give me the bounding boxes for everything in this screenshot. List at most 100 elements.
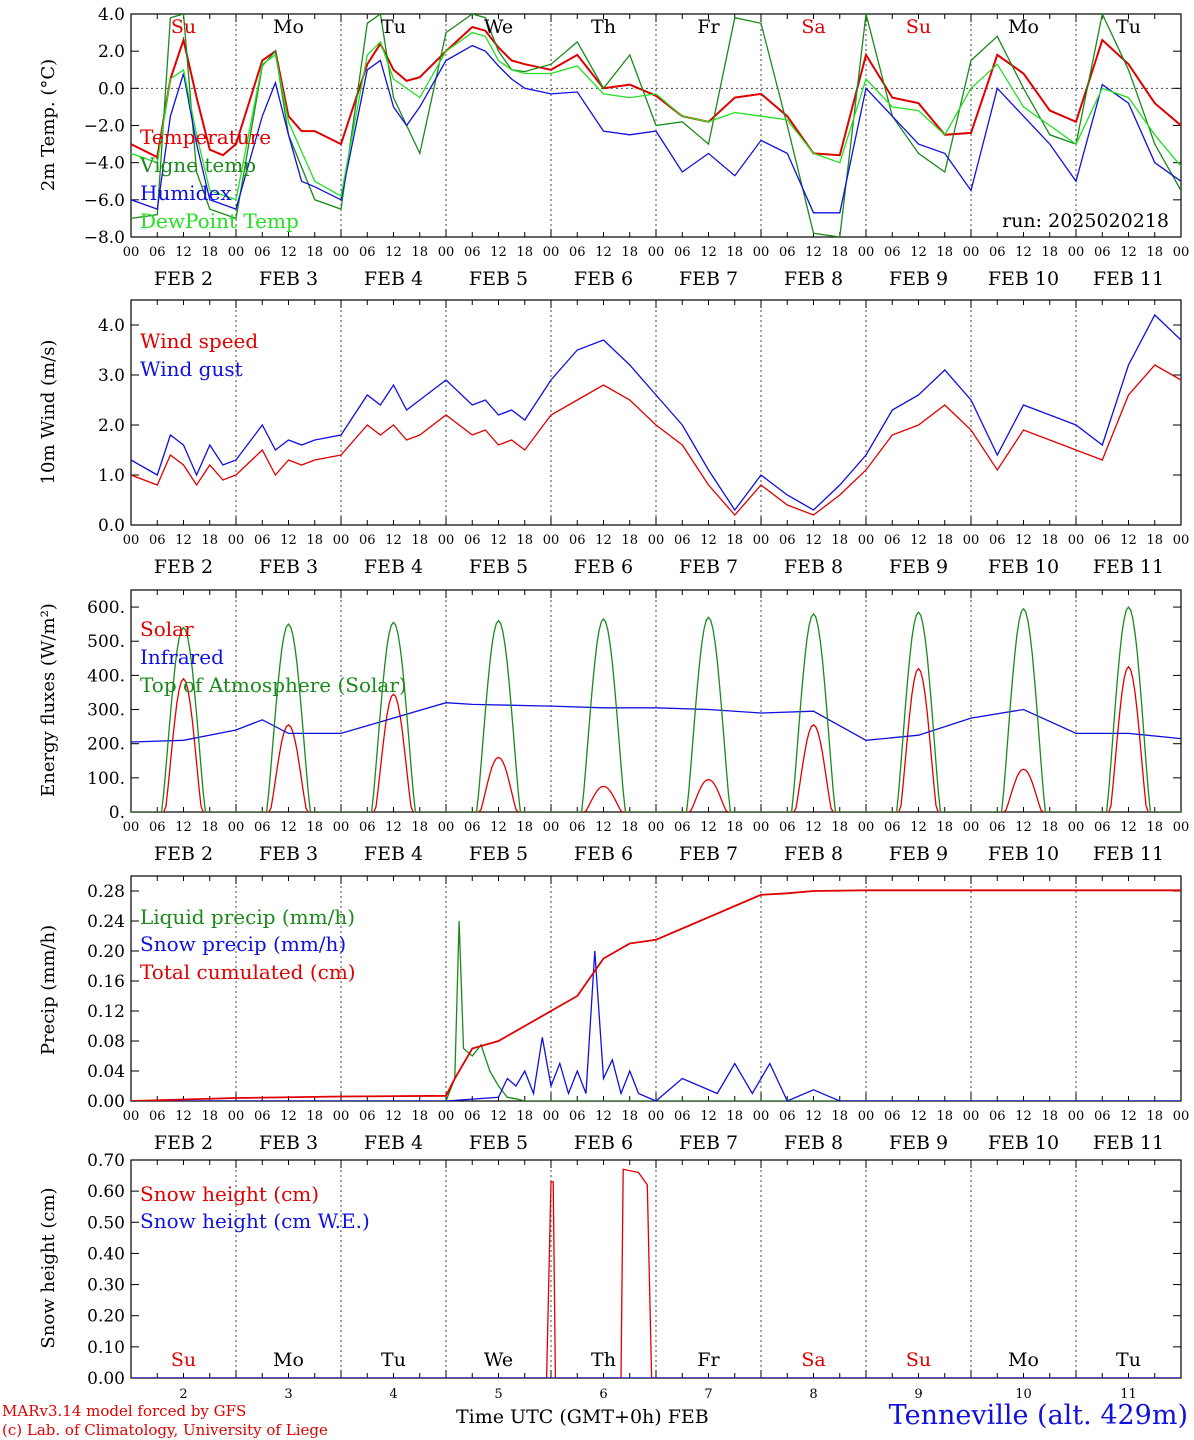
legend-snow-height-cm-: Snow height (cm) (140, 1182, 319, 1206)
panel-3 (130, 589, 1182, 813)
hour-tick-label: 00 (858, 1109, 875, 1124)
hour-tick-label: 06 (1094, 820, 1111, 835)
legend-dewpoint-temp: DewPoint Temp (140, 209, 299, 233)
hour-tick-label: 00 (333, 245, 350, 260)
month-label: FEB (667, 1406, 709, 1428)
hour-tick-label: 06 (674, 245, 691, 260)
panel-4 (130, 875, 1182, 1102)
hour-tick-label: 12 (910, 820, 927, 835)
day-of-week-label: Su (171, 16, 196, 38)
hour-tick-label: 12 (490, 245, 507, 260)
hour-tick-label: 18 (936, 533, 953, 548)
hour-tick-label: 06 (464, 1109, 481, 1124)
date-label: FEB 2 (154, 843, 213, 865)
date-label: FEB 6 (574, 1132, 633, 1154)
hour-tick-label: 00 (753, 245, 770, 260)
y-tick-label: 0.0 (98, 516, 125, 536)
day-of-week-label: Mo (273, 1349, 304, 1371)
day-of-week-label: We (484, 1349, 513, 1371)
day-of-week-label: Sa (801, 16, 825, 38)
date-label: FEB 8 (784, 1132, 843, 1154)
hour-tick-label: 06 (254, 245, 271, 260)
hour-tick-label: 18 (411, 533, 428, 548)
hour-tick-label: 18 (831, 820, 848, 835)
legend-temperature: Temperature (140, 125, 271, 149)
hour-tick-label: 06 (989, 1109, 1006, 1124)
hour-tick-label: 12 (910, 1109, 927, 1124)
legend-solar: Solar (140, 617, 194, 641)
hour-tick-label: 18 (831, 533, 848, 548)
hour-tick-label: 12 (490, 1109, 507, 1124)
day-number-label: 8 (809, 1387, 817, 1402)
hour-tick-label: 18 (831, 1109, 848, 1124)
hour-tick-label: 06 (884, 533, 901, 548)
hour-tick-label: 06 (254, 1109, 271, 1124)
hour-tick-label: 18 (516, 245, 533, 260)
day-number-label: 7 (704, 1387, 712, 1402)
day-of-week-label: Tu (1116, 1349, 1141, 1371)
y-tick-label: 300. (87, 701, 125, 721)
day-of-week-label: Th (591, 1349, 616, 1371)
hour-tick-label: 06 (569, 1109, 586, 1124)
y-tick-label: −4.0 (84, 154, 125, 174)
date-label: FEB 9 (889, 268, 948, 290)
day-number-label: 10 (1015, 1387, 1032, 1402)
hour-tick-label: 18 (726, 1109, 743, 1124)
hour-tick-label: 00 (1173, 1109, 1190, 1124)
hour-tick-label: 18 (1041, 820, 1058, 835)
date-label: FEB 11 (1093, 1132, 1164, 1154)
hour-tick-label: 06 (674, 820, 691, 835)
day-number-label: 3 (284, 1387, 292, 1402)
hour-tick-label: 00 (648, 820, 665, 835)
hour-tick-label: 12 (700, 1109, 717, 1124)
hour-tick-label: 00 (228, 820, 245, 835)
y-tick-label: 2.0 (98, 42, 125, 62)
series-line-humidex (131, 44, 1181, 214)
date-label: FEB 3 (259, 556, 318, 578)
hour-tick-label: 12 (595, 820, 612, 835)
day-of-week-label: Fr (697, 1349, 720, 1371)
hour-tick-label: 06 (569, 245, 586, 260)
hour-tick-label: 12 (805, 1109, 822, 1124)
date-label: FEB 8 (784, 843, 843, 865)
hour-tick-label: 12 (490, 820, 507, 835)
date-label: FEB 11 (1093, 843, 1164, 865)
date-label: FEB 7 (679, 556, 738, 578)
time-axis-title: Time UTC (GMT+0h) FEB (456, 1406, 709, 1428)
hour-tick-label: 12 (1120, 533, 1137, 548)
run-annotation: run: 2025020218 (1002, 210, 1169, 232)
legend-vigne-temp: Vigne temp (139, 153, 256, 177)
hour-tick-label: 06 (569, 820, 586, 835)
day-of-week-label: Su (171, 1349, 196, 1371)
hour-tick-label: 00 (1068, 245, 1085, 260)
date-label: FEB 10 (988, 268, 1059, 290)
day-of-week-label: We (484, 16, 513, 38)
hour-tick-label: 12 (805, 245, 822, 260)
legend-humidex: Humidex (140, 181, 232, 205)
hour-tick-label: 18 (201, 1109, 218, 1124)
hour-tick-label: 00 (648, 245, 665, 260)
legend-snow-height-cm-w-e-: Snow height (cm W.E.) (140, 1209, 370, 1233)
legend-snow-precip-mm-h-: Snow precip (mm/h) (140, 932, 346, 956)
hour-tick-label: 12 (1015, 1109, 1032, 1124)
model-credit: MARv3.14 model forced by GFS (2, 1402, 247, 1420)
hour-tick-label: 12 (175, 820, 192, 835)
y-tick-label: −8.0 (84, 228, 125, 248)
hour-tick-label: 18 (306, 245, 323, 260)
y-tick-label: 400. (87, 666, 125, 686)
series-line-vigne-temp (131, 14, 1181, 237)
date-label: FEB 3 (259, 268, 318, 290)
hour-tick-label: 18 (1146, 245, 1163, 260)
y-tick-label: 0.12 (87, 1002, 125, 1022)
panel-2 (130, 299, 1182, 526)
hour-tick-label: 06 (254, 533, 271, 548)
hour-tick-label: 00 (753, 533, 770, 548)
hour-tick-label: 00 (123, 245, 140, 260)
date-label: FEB 5 (469, 556, 528, 578)
hour-tick-label: 18 (726, 533, 743, 548)
day-of-week-label: Mo (1008, 1349, 1039, 1371)
y-axis-label: Precip (mm/h) (38, 925, 59, 1055)
day-of-week-label: Mo (1008, 16, 1039, 38)
series-line-wind-speed (131, 364, 1181, 516)
